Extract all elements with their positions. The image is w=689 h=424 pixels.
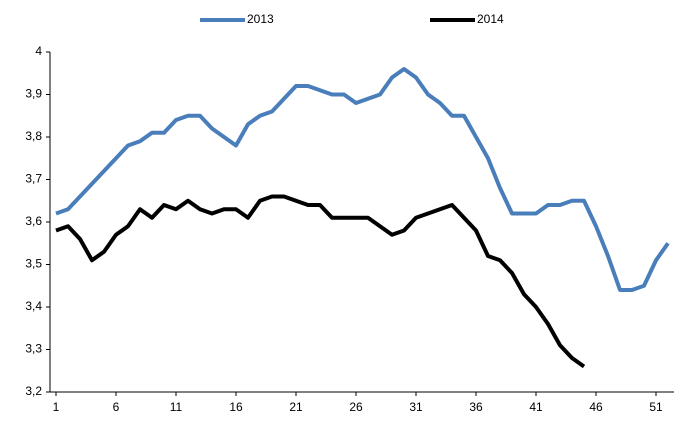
x-tick-label: 21 bbox=[289, 400, 303, 414]
y-tick-label: 4 bbox=[35, 44, 42, 58]
y-tick-label: 3,9 bbox=[25, 87, 42, 101]
x-tick-label: 31 bbox=[409, 400, 423, 414]
y-tick-label: 3,5 bbox=[25, 257, 42, 271]
x-tick-label: 26 bbox=[349, 400, 363, 414]
series-line bbox=[55, 194, 586, 369]
x-tick-label: 11 bbox=[170, 400, 183, 414]
x-tick-label: 46 bbox=[589, 400, 603, 414]
y-tick-label: 3,3 bbox=[25, 342, 42, 356]
x-tick-label: 1 bbox=[53, 400, 60, 414]
x-tick-label: 51 bbox=[649, 400, 663, 414]
y-tick-label: 3,6 bbox=[25, 214, 42, 228]
x-tick-label: 16 bbox=[229, 400, 243, 414]
y-tick-label: 3,7 bbox=[25, 172, 42, 186]
x-tick-label: 36 bbox=[469, 400, 483, 414]
y-tick-label: 3,2 bbox=[25, 384, 42, 398]
legend-label: 2014 bbox=[477, 12, 504, 26]
legend-label: 2013 bbox=[247, 12, 274, 26]
series-line bbox=[55, 67, 670, 292]
y-tick-label: 3,8 bbox=[25, 129, 42, 143]
x-tick-label: 6 bbox=[113, 400, 120, 414]
y-tick-label: 3,4 bbox=[25, 299, 42, 313]
x-tick-label: 41 bbox=[529, 400, 543, 414]
